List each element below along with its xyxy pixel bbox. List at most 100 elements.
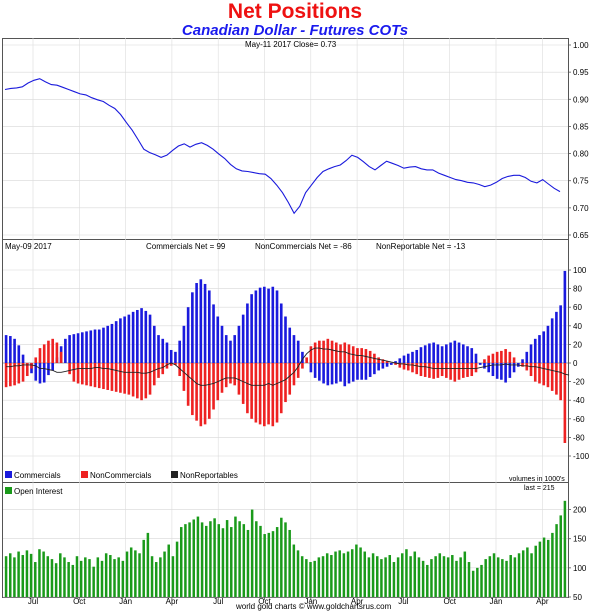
commercials-bar xyxy=(229,340,232,363)
commercials-bar xyxy=(385,363,389,367)
commercials-bar xyxy=(34,363,38,381)
open-interest-bar xyxy=(330,555,333,597)
net-legend: Commercials NonCommercials NonReportable… xyxy=(5,471,238,480)
open-interest-bar xyxy=(29,553,33,597)
open-interest-bar xyxy=(334,551,337,597)
commercials-bar xyxy=(419,347,423,363)
open-interest-bar xyxy=(555,524,558,597)
noncommercials-bar xyxy=(4,363,8,388)
commercials-bar xyxy=(313,363,317,378)
open-interest-bars-group xyxy=(4,500,567,597)
noncommercials-bar xyxy=(131,363,135,397)
commercials-bar xyxy=(351,363,355,382)
commercials-bar xyxy=(546,325,550,363)
open-interest-bar xyxy=(480,564,483,597)
commercials-bar xyxy=(373,363,376,375)
open-interest-bar xyxy=(213,518,216,597)
x-tick-label: Jan xyxy=(304,597,317,606)
commercials-bar xyxy=(271,286,275,363)
noncommercials-bar xyxy=(305,357,308,363)
open-interest-bar xyxy=(184,524,187,597)
commercials-bar xyxy=(284,316,287,363)
noncommercials-bar xyxy=(229,363,232,384)
open-interest-bar xyxy=(230,527,233,597)
open-interest-bar xyxy=(63,557,66,597)
commercials-bar xyxy=(110,323,114,363)
open-interest-bar xyxy=(138,553,141,597)
x-tick-label: Apr xyxy=(351,597,364,606)
commercials-bar xyxy=(525,351,529,363)
open-interest-bar xyxy=(442,556,446,597)
open-interest-bar xyxy=(50,559,54,597)
noncommercials-bar xyxy=(263,363,266,427)
noncommercials-bar xyxy=(34,357,38,363)
commercials-bar xyxy=(250,294,253,363)
x-axis: Jul Oct Jan Apr Jul Oct Jan Apr Jul Oct Jan Apr xyxy=(28,597,549,606)
legend-swatch-commercials xyxy=(5,471,12,478)
commercials-bar xyxy=(550,318,554,363)
open-interest-bar xyxy=(446,557,450,597)
commercials-bar xyxy=(21,354,25,363)
noncommercials-bar xyxy=(440,363,444,377)
noncommercials-bar xyxy=(21,363,25,382)
price-tick-label: 0.75 xyxy=(573,177,589,186)
noncommercials-bar xyxy=(301,363,304,369)
open-interest-bar xyxy=(380,559,383,597)
open-interest-bar xyxy=(521,550,525,597)
noncommercials-bar xyxy=(343,342,347,363)
open-interest-bar xyxy=(175,541,179,597)
open-interest-bar xyxy=(92,566,95,597)
open-interest-bar xyxy=(409,556,412,597)
commercials-bar xyxy=(47,363,50,376)
commercials-bar xyxy=(85,331,88,363)
open-interest-bar xyxy=(255,521,258,597)
commercials-bar xyxy=(89,330,93,363)
open-interest-bar xyxy=(563,500,567,597)
noncommercials-bar xyxy=(237,363,241,395)
commercials-bar xyxy=(449,342,452,363)
open-interest-bar xyxy=(551,532,554,597)
net-tick-label: 40 xyxy=(573,322,582,331)
noncommercials-bar xyxy=(110,363,114,391)
commercials-bar xyxy=(411,351,414,363)
net-tick-label: -20 xyxy=(573,378,585,387)
commercials-bar xyxy=(220,325,224,363)
nonreportables-line xyxy=(6,347,570,386)
open-interest-bar xyxy=(159,557,162,597)
open-interest-bar xyxy=(346,551,350,597)
commercials-bar xyxy=(470,348,474,363)
open-interest-bar xyxy=(451,555,454,597)
noncommercials-bar xyxy=(415,363,419,375)
noncommercials-bar xyxy=(250,363,253,419)
open-interest-bar xyxy=(109,555,112,597)
commercials-bar xyxy=(508,363,512,378)
open-interest-bar xyxy=(88,559,91,597)
open-interest-bar xyxy=(113,559,116,597)
open-interest-bar xyxy=(501,559,504,597)
open-interest-bar xyxy=(355,544,358,597)
open-interest-bar xyxy=(546,539,550,597)
noncommercials-bar xyxy=(500,350,503,363)
noncommercials-bar xyxy=(495,351,499,363)
commercials-bar xyxy=(440,346,444,363)
noncommercials-bar xyxy=(330,340,334,363)
commercials-bar xyxy=(148,314,152,363)
open-interest-bar xyxy=(205,525,208,597)
noncommercials-bar xyxy=(445,363,448,378)
commercials-bar xyxy=(203,283,207,363)
noncommercials-bar xyxy=(296,363,300,378)
net-yaxis: -100 -80 -60 -40 -20 0 20 40 60 80 100 xyxy=(568,266,590,461)
legend-label-open-interest: Open Interest xyxy=(14,487,63,496)
open-interest-bar xyxy=(84,557,87,597)
noncommercials-bar xyxy=(533,363,537,382)
nonreportables-line-group xyxy=(6,347,570,386)
open-interest-bar xyxy=(455,560,458,597)
open-interest-bar xyxy=(313,560,316,597)
noncommercials-bar xyxy=(93,363,97,388)
open-interest-bar xyxy=(363,551,366,597)
commercials-bar xyxy=(339,363,342,382)
net-tick-label: -100 xyxy=(573,452,590,461)
open-interest-bar xyxy=(467,562,471,597)
open-interest-bar xyxy=(275,527,279,597)
noncommercials-bar xyxy=(174,363,177,365)
